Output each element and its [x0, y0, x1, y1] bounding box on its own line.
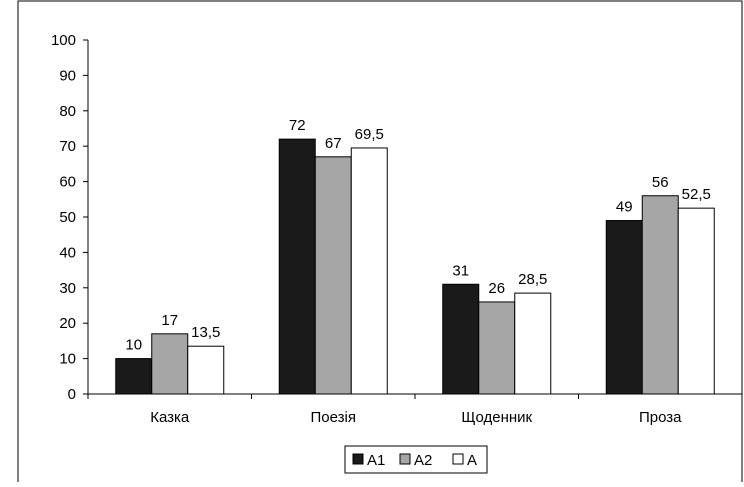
x-category-label: Поезія	[311, 409, 356, 426]
y-tick-label: 30	[59, 280, 76, 297]
y-tick-label: 100	[51, 32, 76, 49]
y-axis: 0 10 20 30 40 50 60 70 80 90 100	[51, 32, 89, 403]
data-label: 52,5	[682, 186, 711, 203]
bar-a2-1	[314, 156, 352, 395]
data-labels: 10 72 31 49 17 67 26 56 13,5 69,5 28,5 52,5	[125, 117, 710, 353]
legend-swatch-a	[452, 453, 464, 465]
legend-swatch-a2	[399, 453, 411, 465]
bar-a2-0	[151, 333, 189, 395]
bar-a2-2	[478, 301, 516, 395]
legend-label: A	[467, 452, 477, 469]
data-label: 49	[616, 199, 633, 216]
y-tick-label: 70	[59, 138, 76, 155]
data-label: 72	[289, 117, 306, 134]
bar-a1-2	[442, 283, 480, 395]
x-category-label: Проза	[639, 409, 682, 426]
y-tick-label: 90	[59, 67, 76, 84]
y-tick-label: 40	[59, 244, 76, 261]
bar-a-1	[350, 147, 388, 395]
legend-label: A2	[414, 452, 432, 469]
legend-label: A1	[367, 452, 385, 469]
data-label: 10	[125, 337, 142, 354]
data-label: 31	[452, 262, 469, 279]
data-label: 17	[161, 312, 178, 329]
bar-a1-1	[278, 138, 316, 395]
bar-a1-3	[605, 220, 643, 395]
data-label: 28,5	[518, 271, 547, 288]
y-tick-label: 0	[68, 386, 76, 403]
bar-a1-0	[115, 358, 153, 395]
bar-a-2	[514, 292, 552, 395]
bar-a-3	[677, 207, 715, 395]
x-category-label: Щоденник	[461, 409, 532, 426]
data-label: 67	[325, 135, 342, 152]
y-tick-label: 50	[59, 209, 76, 226]
x-category-label: Казка	[150, 409, 190, 426]
y-tick-label: 10	[59, 351, 76, 368]
y-tick-label: 20	[59, 315, 76, 332]
data-label: 26	[488, 280, 505, 297]
bar-a2-3	[641, 195, 679, 395]
legend-swatch-a1	[352, 453, 364, 465]
data-label: 56	[652, 174, 669, 191]
y-tick-label: 80	[59, 103, 76, 120]
data-label: 69,5	[355, 126, 384, 143]
bars	[115, 138, 715, 395]
data-label: 13,5	[191, 324, 220, 341]
y-tick-label: 60	[59, 174, 76, 191]
legend: A1 A2 A	[344, 445, 488, 474]
bar-a-0	[187, 345, 225, 395]
